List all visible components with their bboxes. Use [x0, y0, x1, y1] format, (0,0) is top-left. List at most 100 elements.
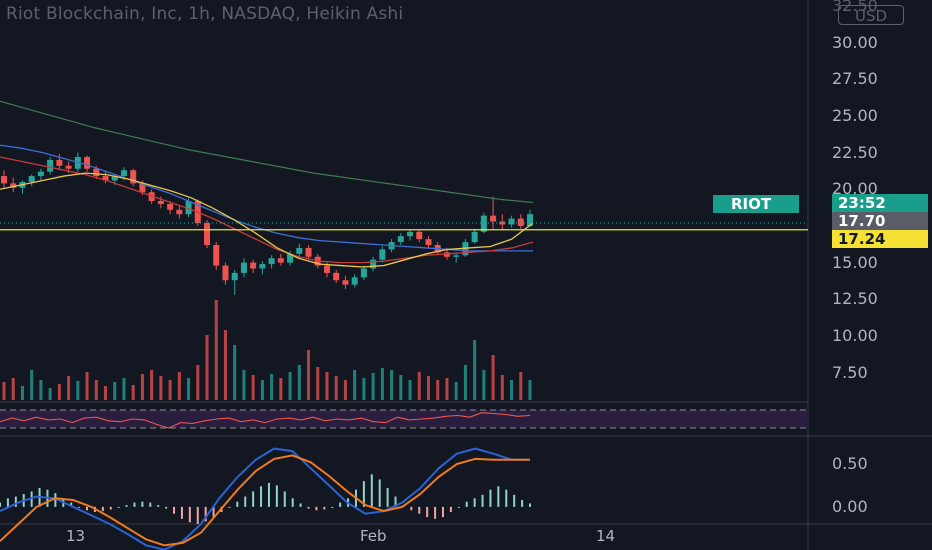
volume-bar: [233, 345, 237, 400]
histogram-bar: [457, 506, 460, 508]
candle-body: [204, 223, 211, 246]
candle-body: [508, 218, 515, 225]
histogram-bar: [307, 506, 310, 509]
candle-body: [379, 249, 386, 260]
histogram-bar: [196, 506, 199, 524]
candle-body: [167, 203, 174, 210]
price-axis-label: 7.50: [832, 362, 868, 382]
volume-bar: [242, 370, 246, 400]
volume-bar: [48, 388, 52, 400]
volume-bar: [463, 365, 467, 400]
candle-body: [47, 159, 54, 172]
histogram-bar: [260, 486, 263, 507]
moving-average-fast: [0, 172, 534, 268]
volume-bar: [380, 368, 384, 400]
histogram-bar: [481, 494, 484, 507]
candle-body: [28, 176, 35, 182]
histogram-bar: [133, 502, 136, 507]
volume-bar: [104, 386, 108, 400]
histogram-bar: [497, 486, 500, 507]
histogram-bar: [86, 506, 89, 511]
last-price-tag: 17.70: [832, 212, 928, 230]
volume-bar: [279, 378, 283, 400]
candle-body: [213, 245, 220, 266]
time-axis-label: 14: [596, 527, 616, 545]
volume-bar: [343, 380, 347, 400]
histogram-bar: [149, 502, 152, 507]
symbol-tag: RIOT: [713, 195, 799, 213]
price-axis-label: 15.00: [832, 252, 878, 272]
volume-bar: [150, 370, 154, 400]
volume-bar: [11, 378, 15, 400]
volume-bar: [454, 382, 458, 400]
candle-body: [268, 258, 275, 265]
histogram-bar: [267, 482, 270, 507]
histogram-bar: [212, 506, 215, 518]
candle-body: [397, 236, 404, 243]
candle-body: [250, 262, 257, 269]
histogram-bar: [521, 500, 524, 507]
volume-bar: [20, 386, 24, 400]
candle-body: [56, 159, 63, 166]
candle-body: [305, 247, 312, 257]
histogram-bar: [378, 479, 381, 507]
price-axis-label: 25.00: [832, 105, 878, 125]
candle-body: [296, 247, 303, 254]
candle-body: [342, 280, 349, 285]
volume-bar: [76, 381, 80, 400]
histogram-bar: [386, 488, 389, 507]
price-axis-label: 32.50: [832, 0, 878, 15]
histogram-bar: [117, 506, 120, 508]
oscillator-axis-label: 0.00: [832, 496, 868, 516]
volume-bar: [353, 370, 357, 400]
volume-bar: [39, 380, 43, 400]
histogram-bar: [188, 506, 191, 523]
candle-body: [1, 176, 7, 184]
volume-bar: [168, 380, 172, 400]
volume-bar: [131, 385, 135, 400]
histogram-bar: [14, 496, 17, 507]
candle-body: [370, 259, 377, 269]
volume-bar: [519, 372, 523, 400]
candle-body: [333, 272, 340, 281]
volume-bar: [30, 370, 34, 400]
candle-body: [287, 253, 294, 263]
volume-bar: [528, 380, 532, 400]
histogram-bar: [252, 491, 255, 507]
currency-button[interactable]: USD: [838, 5, 904, 25]
candle-body: [517, 218, 524, 226]
histogram-bar: [394, 496, 397, 507]
volume-bar: [288, 372, 292, 400]
volume-bar: [260, 380, 264, 400]
volume-bar: [57, 384, 61, 400]
chart-title: Riot Blockchain, Inc, 1h, NASDAQ, Heikin…: [6, 4, 404, 24]
volume-bar: [316, 367, 320, 400]
histogram-bar: [6, 498, 9, 507]
histogram-bar: [441, 506, 444, 518]
histogram-bar: [434, 506, 437, 519]
time-axis-label: Feb: [360, 527, 387, 545]
histogram-bar: [0, 502, 1, 507]
volume-bar: [334, 376, 338, 400]
candle-body: [480, 215, 487, 232]
candle-body: [416, 231, 423, 240]
volume-bar: [482, 370, 486, 400]
histogram-bar: [315, 506, 318, 511]
volume-bar: [408, 380, 412, 400]
candle-body: [10, 183, 17, 188]
candle-body: [111, 176, 118, 181]
candle-body: [157, 201, 164, 204]
volume-bar: [159, 376, 163, 400]
candle-body: [277, 258, 284, 263]
histogram-bar: [473, 498, 476, 507]
volume-bar: [500, 375, 504, 400]
volume-bar: [122, 378, 126, 400]
histogram-bar: [228, 506, 231, 508]
histogram-bar: [505, 489, 508, 507]
countdown-tag: 23:52: [832, 194, 928, 212]
volume-bar: [196, 365, 200, 400]
candle-body: [425, 239, 432, 246]
oscillator-axis-label: 0.50: [832, 454, 868, 473]
candle-body: [65, 165, 72, 169]
